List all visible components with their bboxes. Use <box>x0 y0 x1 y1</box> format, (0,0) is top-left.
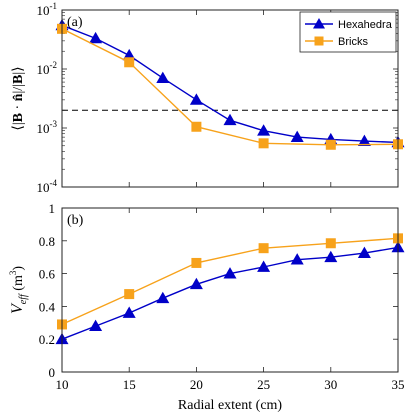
y-tick-exponent: -4 <box>50 178 58 188</box>
y-tick-label: 10-3 <box>37 119 58 136</box>
y-tick-base: 10 <box>37 180 50 195</box>
y-tick-base: 10 <box>37 3 50 18</box>
y-tick-label: 10-4 <box>37 178 58 195</box>
y-label-part: |/| <box>11 84 26 94</box>
data-point-hexahedra <box>156 291 170 304</box>
x-tick-label: 10 <box>56 377 69 392</box>
x-tick-label: 30 <box>324 377 337 392</box>
data-point-bricks <box>258 243 269 254</box>
y-label-part: ) <box>11 266 26 271</box>
data-point-hexahedra <box>223 267 237 279</box>
data-point-hexahedra <box>257 260 271 272</box>
axes-frame <box>61 9 399 188</box>
y-tick-label: 0.2 <box>39 332 55 347</box>
data-point-hexahedra <box>357 246 371 258</box>
data-point-hexahedra <box>122 306 136 318</box>
y-label-part: n̂ <box>11 93 26 101</box>
data-point-hexahedra <box>357 134 371 146</box>
y-label-superscript: 3 <box>8 270 18 275</box>
y-label-part: B <box>11 113 26 122</box>
data-point-bricks <box>325 238 336 249</box>
y-axis-label: Veff (m3) <box>8 266 29 314</box>
data-point-bricks <box>325 139 336 150</box>
panel-b: 10 15 20 25 30 35 0 0.2 0.4 0.6 0.8 1 (b) Veff (m3) Ra… <box>8 201 405 413</box>
data-point-bricks <box>191 257 202 268</box>
y-label-part: (m <box>11 275 26 294</box>
y-tick-exponent: -3 <box>50 119 58 129</box>
legend: Hexahedra Bricks <box>299 11 397 53</box>
y-tick-exponent: -1 <box>50 1 58 11</box>
data-point-hexahedra <box>189 277 203 290</box>
data-point-hexahedra <box>290 130 304 143</box>
data-point-hexahedra <box>89 31 103 44</box>
y-tick-label: 0.6 <box>39 267 56 282</box>
series-line-bricks <box>61 237 399 326</box>
panel-a: 10-410-310-210-1(a)⟨|B · n̂|/|B|⟩Hexahed… <box>11 1 405 195</box>
x-tick-label: 15 <box>123 377 136 392</box>
y-tick-base: 10 <box>37 121 50 136</box>
y-tick-label: 10-1 <box>37 1 58 18</box>
y-tick-base: 10 <box>37 62 50 77</box>
y-label-part: ⟨| <box>11 122 26 130</box>
x-axis-label: Radial extent (cm) <box>178 398 283 413</box>
series-line-hexahedra <box>61 246 399 340</box>
panel-label: (b) <box>67 213 84 228</box>
x-tick-label: 25 <box>257 377 270 392</box>
legend-marker-bricks <box>314 36 324 46</box>
y-label-subscript: eff <box>18 293 29 304</box>
y-tick-label: 10-2 <box>37 60 58 77</box>
y-tick-label: 0.8 <box>39 234 55 249</box>
data-point-hexahedra <box>223 113 237 126</box>
y-axis-label: ⟨|B · n̂|/|B|⟩ <box>11 66 26 130</box>
y-tick-label: 0.4 <box>39 299 56 314</box>
y-tick-label: 0 <box>49 365 56 380</box>
panel-label: (a) <box>67 15 83 30</box>
series-line-bricks <box>61 28 399 146</box>
data-point-hexahedra <box>189 93 203 105</box>
legend-label-hexahedra: Hexahedra <box>338 19 393 31</box>
legend-marker-hexahedra <box>313 18 325 29</box>
data-point-hexahedra <box>156 71 170 84</box>
data-point-bricks <box>191 121 202 132</box>
data-point-bricks <box>124 57 135 68</box>
y-label-part: V <box>9 302 26 314</box>
data-point-bricks <box>258 138 269 149</box>
axes-frame <box>61 207 399 373</box>
data-point-hexahedra <box>290 253 304 265</box>
x-tick-label: 35 <box>392 377 405 392</box>
y-label-part: B <box>11 75 26 84</box>
y-label-part: · <box>11 101 26 113</box>
data-point-bricks <box>124 289 135 300</box>
legend-label-bricks: Bricks <box>338 36 368 48</box>
data-point-hexahedra <box>89 319 103 331</box>
data-point-hexahedra <box>324 250 338 263</box>
y-label-part: |⟩ <box>11 66 26 74</box>
y-tick-exponent: -2 <box>50 60 58 70</box>
data-point-hexahedra <box>257 124 271 136</box>
y-tick-label: 1 <box>49 201 56 216</box>
x-tick-label: 20 <box>190 377 203 392</box>
